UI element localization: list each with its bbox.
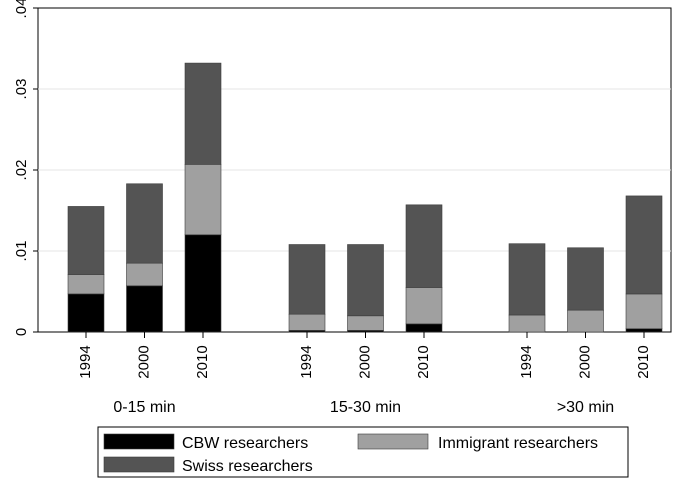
legend-label: Swiss researchers <box>182 458 313 475</box>
legend-label: Immigrant researchers <box>438 435 598 452</box>
y-tick-label: .04 <box>13 0 30 18</box>
bar-0-2-series-2 <box>184 62 222 165</box>
bar-1-0-series-1 <box>288 313 326 331</box>
y-tick-label: 0 <box>13 328 30 336</box>
bar-1-2-series-2 <box>405 204 443 288</box>
bar-2-2-series-0 <box>625 328 663 333</box>
bar-1-0-series-2 <box>288 244 326 315</box>
bar-0-0-series-1 <box>67 274 105 295</box>
bar-1-2-series-0 <box>405 323 443 333</box>
bar-2-1-series-2 <box>567 247 604 311</box>
y-tick-label: .03 <box>13 79 30 100</box>
bar-2-1-series-1 <box>567 309 604 333</box>
bar-1-1-series-1 <box>347 315 384 331</box>
legend: CBW researchers Immigrant researchers Swis… <box>97 426 629 478</box>
x-tick-label: 2000 <box>356 345 373 378</box>
group-label: 0-15 min <box>113 399 175 416</box>
bar-1-1-series-2 <box>347 244 384 317</box>
group-label: >30 min <box>557 399 614 416</box>
legend-label: CBW researchers <box>182 435 308 452</box>
bar-0-1-series-1 <box>126 262 163 287</box>
x-axis: 1994 2000 2010 0-15 min 1994 2000 2010 15-30 mi… <box>77 332 652 416</box>
x-tick-label: 1994 <box>298 345 315 378</box>
x-tick-label: 2010 <box>194 345 211 378</box>
y-tick-label: .02 <box>13 160 30 181</box>
x-tick-label: 2000 <box>135 345 152 378</box>
x-tick-label: 2010 <box>635 345 652 378</box>
group-label: 15-30 min <box>330 399 401 416</box>
y-axis: 0 .01 .02 .03 .04 <box>13 0 38 336</box>
bars <box>67 62 663 333</box>
bar-2-0-series-2 <box>508 243 546 316</box>
x-tick-label: 1994 <box>518 345 535 378</box>
bar-0-2-series-0 <box>184 234 222 333</box>
bar-2-2-series-2 <box>625 195 663 295</box>
bar-0-1-series-2 <box>126 183 163 264</box>
bar-0-2-series-1 <box>184 164 222 236</box>
x-tick-label: 2010 <box>415 345 432 378</box>
legend-swatch <box>103 433 175 450</box>
bar-0-0-series-2 <box>67 206 105 275</box>
x-tick-label: 1994 <box>77 345 94 378</box>
bar-1-2-series-1 <box>405 287 443 325</box>
x-tick-label: 2000 <box>576 345 593 378</box>
bar-0-1-series-0 <box>126 285 163 333</box>
bar-2-0-series-1 <box>508 314 546 333</box>
legend-swatch <box>103 456 175 473</box>
y-tick-label: .01 <box>13 241 30 262</box>
legend-swatch <box>357 433 429 450</box>
bar-2-2-series-1 <box>625 293 663 330</box>
bar-0-0-series-0 <box>67 293 105 333</box>
